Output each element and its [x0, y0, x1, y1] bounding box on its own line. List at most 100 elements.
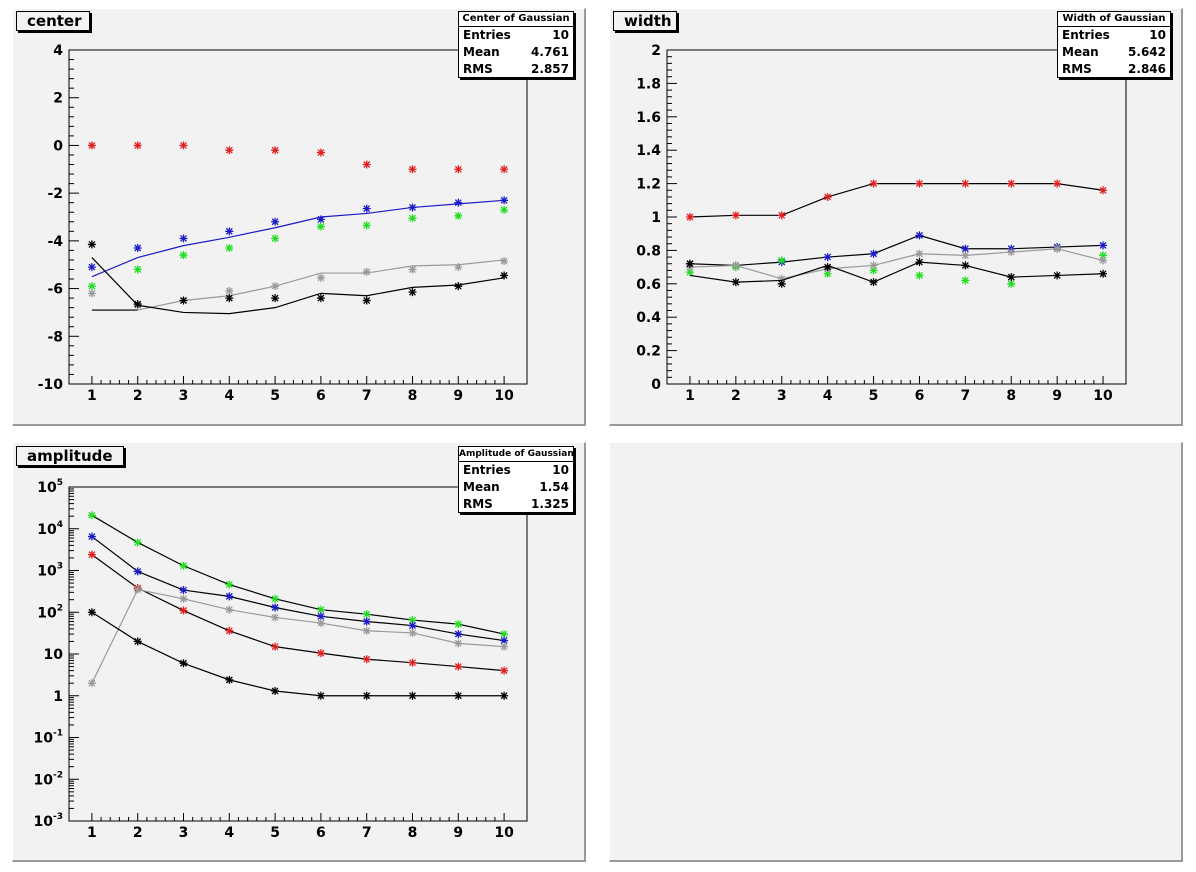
data-point-green: [316, 222, 325, 231]
data-point-blue: [961, 244, 970, 253]
data-point-red: [179, 606, 188, 615]
x-tick-label: 7: [362, 825, 372, 841]
data-point-blue: [316, 612, 325, 621]
data-point-green: [271, 594, 280, 603]
x-tick-label: 1: [87, 388, 97, 404]
data-point-black: [1007, 273, 1016, 282]
x-tick-label: 2: [133, 825, 143, 841]
data-point-blue: [915, 231, 924, 240]
pad-empty: [609, 442, 1183, 862]
series-line-gray: [91, 588, 505, 684]
data-point-black: [500, 271, 509, 280]
data-point-black: [823, 263, 832, 272]
data-point-black: [454, 282, 463, 291]
series-line-black: [91, 257, 505, 315]
stats-row-rms: RMS 1.325: [463, 497, 569, 511]
data-point-gray: [133, 585, 142, 594]
data-point-gray: [362, 267, 371, 276]
data-point-red: [454, 662, 463, 671]
y-tick-label: -6: [47, 282, 63, 298]
data-point-red: [271, 146, 280, 155]
x-tick-label: 2: [133, 388, 143, 404]
x-tick-label: 6: [316, 825, 326, 841]
data-point-blue: [271, 603, 280, 612]
data-point-gray: [1053, 244, 1062, 253]
data-point-red: [1007, 179, 1016, 188]
stats-row-entries: Entries 10: [463, 463, 569, 477]
data-point-green: [500, 205, 509, 214]
stats-title: Width of Gaussian: [1058, 12, 1170, 27]
stats-box-center: Center of Gaussian Entries 10 Mean 4.761 R…: [458, 11, 574, 78]
data-point-black: [316, 691, 325, 700]
data-point-black: [225, 294, 234, 303]
data-point-gray: [961, 251, 970, 260]
x-tick-label: 4: [224, 825, 234, 841]
data-point-blue: [408, 621, 417, 630]
x-tick-label: 10: [1093, 388, 1113, 404]
series-line-red: [91, 554, 505, 672]
data-point-red: [225, 146, 234, 155]
data-point-black: [87, 608, 96, 617]
data-point-red: [915, 179, 924, 188]
data-point-gray: [225, 286, 234, 295]
stats-row-rms: RMS 2.857: [463, 62, 569, 76]
data-point-blue: [1099, 241, 1108, 250]
y-tick-label: -10: [38, 377, 64, 393]
stats-row-rms: RMS 2.846: [1062, 62, 1166, 76]
y-tick-label: -8: [47, 329, 63, 345]
data-point-black: [869, 278, 878, 287]
x-tick-label: 8: [408, 388, 418, 404]
data-point-green: [961, 276, 970, 285]
data-point-black: [362, 296, 371, 305]
data-point-gray: [915, 249, 924, 258]
stats-row-entries: Entries 10: [1062, 28, 1166, 42]
data-point-red: [225, 626, 234, 635]
data-point-red: [133, 141, 142, 150]
data-point-green: [179, 251, 188, 260]
data-point-green: [1007, 279, 1016, 288]
data-point-blue: [133, 244, 142, 253]
x-tick-label: 7: [362, 388, 372, 404]
x-tick-label: 7: [960, 388, 970, 404]
x-tick-label: 3: [179, 388, 189, 404]
x-tick-label: 6: [316, 388, 326, 404]
data-point-black: [1099, 269, 1108, 278]
data-point-green: [823, 269, 832, 278]
data-point-red: [777, 211, 786, 220]
data-point-red: [454, 165, 463, 174]
plot-frame: [68, 49, 528, 385]
data-point-black: [777, 279, 786, 288]
data-point-black: [915, 258, 924, 267]
y-tick-label: -4: [47, 234, 63, 250]
y-tick-label: 0.4: [636, 310, 661, 326]
data-point-gray: [1099, 256, 1108, 265]
data-point-black: [454, 691, 463, 700]
data-point-black: [408, 288, 417, 297]
data-point-red: [685, 213, 694, 221]
data-point-gray: [87, 679, 96, 688]
y-tick-label: 10-3: [34, 812, 63, 830]
data-point-black: [179, 296, 188, 305]
series-line-black: [689, 261, 1104, 283]
x-tick-label: 1: [685, 388, 695, 404]
data-point-blue: [133, 567, 142, 576]
data-point-green: [362, 610, 371, 619]
data-point-green: [869, 266, 878, 275]
data-point-green: [408, 214, 417, 223]
data-point-blue: [179, 234, 188, 243]
x-tick-label: 8: [408, 825, 418, 841]
data-point-gray: [454, 263, 463, 272]
stats-row-mean: Mean 1.54: [463, 480, 569, 494]
x-tick-label: 10: [494, 825, 514, 841]
series-line-blue: [91, 199, 505, 278]
data-point-black: [179, 659, 188, 668]
x-tick-label: 6: [915, 388, 925, 404]
stats-title: Amplitude of Gaussian: [459, 447, 573, 462]
data-point-black: [87, 240, 96, 249]
data-point-blue: [87, 532, 96, 541]
stats-row-entries: Entries 10: [463, 28, 569, 42]
data-point-gray: [408, 265, 417, 274]
data-point-green: [408, 616, 417, 625]
data-point-red: [1099, 186, 1108, 195]
data-point-black: [500, 691, 509, 700]
